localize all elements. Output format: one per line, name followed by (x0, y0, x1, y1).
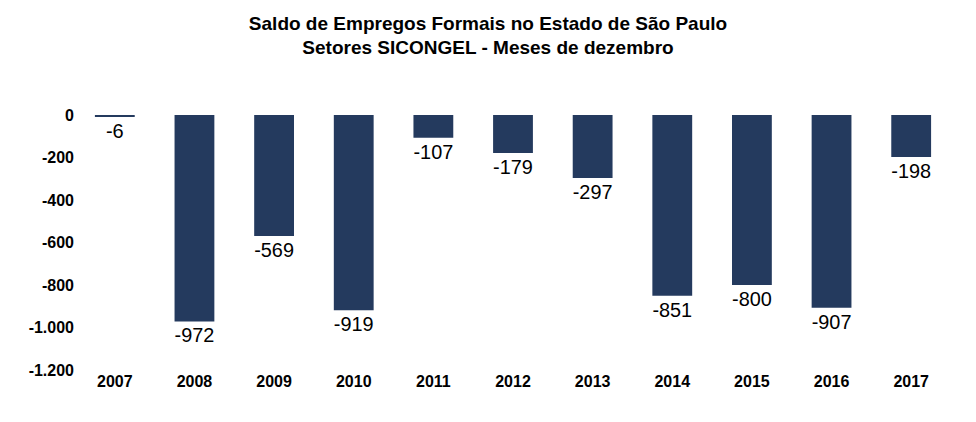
svg-text:2014: 2014 (654, 373, 690, 390)
svg-text:2007: 2007 (97, 373, 133, 390)
svg-text:2008: 2008 (177, 373, 213, 390)
svg-text:-179: -179 (493, 156, 533, 178)
svg-text:-851: -851 (652, 299, 692, 321)
svg-text:2009: 2009 (256, 373, 292, 390)
svg-text:-200: -200 (42, 149, 74, 166)
svg-text:-1.200: -1.200 (29, 362, 74, 379)
svg-text:-600: -600 (42, 234, 74, 251)
svg-text:2013: 2013 (575, 373, 611, 390)
svg-text:-297: -297 (573, 181, 613, 203)
svg-text:2012: 2012 (495, 373, 531, 390)
svg-text:2017: 2017 (893, 373, 929, 390)
svg-text:-6: -6 (106, 120, 124, 142)
svg-text:-107: -107 (413, 141, 453, 163)
svg-text:-800: -800 (732, 288, 772, 310)
svg-text:2011: 2011 (416, 373, 451, 390)
svg-text:-198: -198 (891, 160, 931, 182)
svg-text:Saldo de Empregos Formais no E: Saldo de Empregos Formais no Estado de S… (249, 13, 727, 59)
svg-text:-907: -907 (812, 311, 852, 333)
svg-text:-1.000: -1.000 (29, 319, 74, 336)
svg-text:-400: -400 (42, 192, 74, 209)
svg-text:2016: 2016 (814, 373, 850, 390)
svg-text:-919: -919 (334, 313, 374, 335)
svg-text:-800: -800 (42, 277, 74, 294)
svg-text:2015: 2015 (734, 373, 770, 390)
svg-text:-972: -972 (175, 324, 215, 346)
svg-text:0: 0 (65, 107, 74, 124)
svg-text:-569: -569 (254, 239, 294, 261)
svg-text:2010: 2010 (336, 373, 372, 390)
